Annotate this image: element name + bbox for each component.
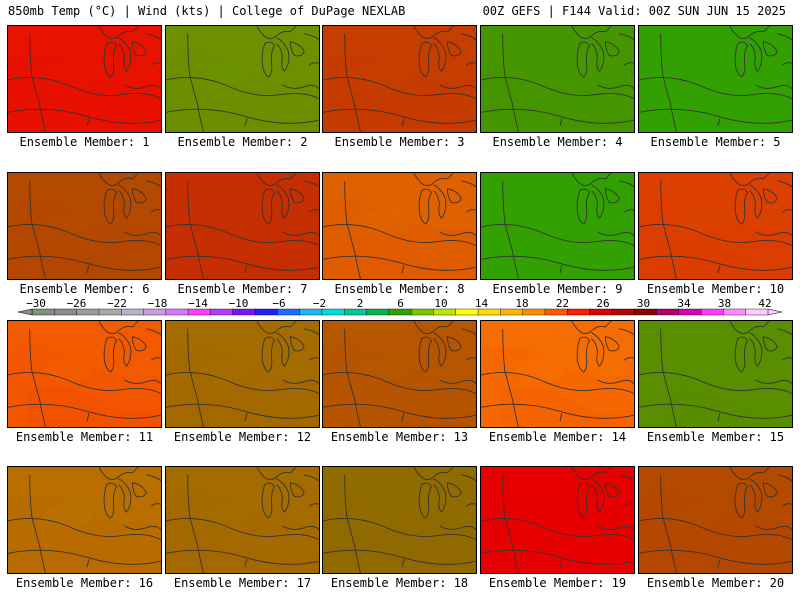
ensemble-member-label: Ensemble Member: 7 [177,282,308,296]
ensemble-member-map [638,25,793,133]
ensemble-member-map [638,172,793,280]
ensemble-member-map [480,466,635,574]
colorbar-tick-label: −18 [147,297,168,310]
ensemble-member-label: Ensemble Member: 19 [488,576,627,590]
ensemble-member-label: Ensemble Member: 1 [19,135,150,149]
ensemble-member-label: Ensemble Member: 3 [334,135,465,149]
colorbar-tick-label: −30 [26,297,46,310]
ensemble-member-map [480,172,635,280]
colorbar-segment [611,308,635,316]
ensemble-member-label: Ensemble Member: 17 [173,576,312,590]
ensemble-member-label: Ensemble Member: 10 [646,282,785,296]
colorbar-tick-label: 34 [677,297,691,310]
colorbar-tick-label: 10 [434,297,448,310]
model-run-info: 00Z GEFS | F144 Valid: 00Z SUN JUN 15 20… [482,4,786,18]
ensemble-member-map [638,320,793,428]
colorbar-segment [656,308,680,316]
colorbar-segment [366,308,390,316]
colorbar-tick-label: 6 [397,297,404,310]
colorbar-tick-label: 38 [717,297,732,310]
colorbar-tick-label: 18 [515,297,529,310]
colorbar-segment [567,308,591,316]
ensemble-member-label: Ensemble Member: 16 [15,576,154,590]
colorbar-segment [344,308,368,316]
ensemble-member-label: Ensemble Member: 8 [334,282,465,296]
ensemble-member-map [480,320,635,428]
ensemble-member-map [322,466,477,574]
colorbar-tick-label: 42 [758,297,772,310]
ensemble-member-label: Ensemble Member: 11 [15,430,154,444]
colorbar-tick-label: 30 [636,297,651,310]
colorbar-segment [410,308,434,316]
ensemble-member-label: Ensemble Member: 9 [492,282,623,296]
ensemble-member-map [7,25,162,133]
ensemble-member-map [322,320,477,428]
ensemble-member-label: Ensemble Member: 4 [492,135,623,149]
map-title: 850mb Temp (°C) | Wind (kts) | College o… [8,4,406,18]
ensemble-member-map [165,320,320,428]
ensemble-member-map [322,172,477,280]
colorbar-tick-label: −2 [312,297,327,310]
temperature-colorbar [17,308,783,316]
colorbar-tick-label: −6 [272,297,286,310]
ensemble-member-label: Ensemble Member: 5 [650,135,781,149]
ensemble-member-label: Ensemble Member: 20 [646,576,785,590]
colorbar-tick-label: 2 [356,297,364,310]
colorbar-tick-label: −14 [188,297,208,310]
ensemble-member-label: Ensemble Member: 6 [19,282,150,296]
colorbar-tick-label: 26 [596,297,610,310]
ensemble-member-map [480,25,635,133]
ensemble-member-label: Ensemble Member: 13 [330,430,469,444]
ensemble-member-label: Ensemble Member: 12 [173,430,312,444]
colorbar-tick-label: 14 [474,297,489,310]
ensemble-member-map [7,172,162,280]
ensemble-member-map [638,466,793,574]
ensemble-member-label: Ensemble Member: 14 [488,430,627,444]
ensemble-member-map [165,25,320,133]
colorbar-tick-label: −26 [66,297,87,310]
colorbar-tick-label: 22 [555,297,570,310]
colorbar-end-arrow [767,308,783,316]
ensemble-member-map [322,25,477,133]
ensemble-member-map [165,172,320,280]
ensemble-member-map [165,466,320,574]
colorbar-segment [165,308,189,316]
ensemble-member-map [7,466,162,574]
ensemble-member-label: Ensemble Member: 2 [177,135,308,149]
colorbar-tick-label: −22 [107,297,127,310]
ensemble-member-label: Ensemble Member: 18 [330,576,469,590]
ensemble-member-label: Ensemble Member: 15 [646,430,785,444]
colorbar-end-arrow [17,308,33,316]
ensemble-member-map [7,320,162,428]
colorbar-tick-label: −10 [228,297,249,310]
